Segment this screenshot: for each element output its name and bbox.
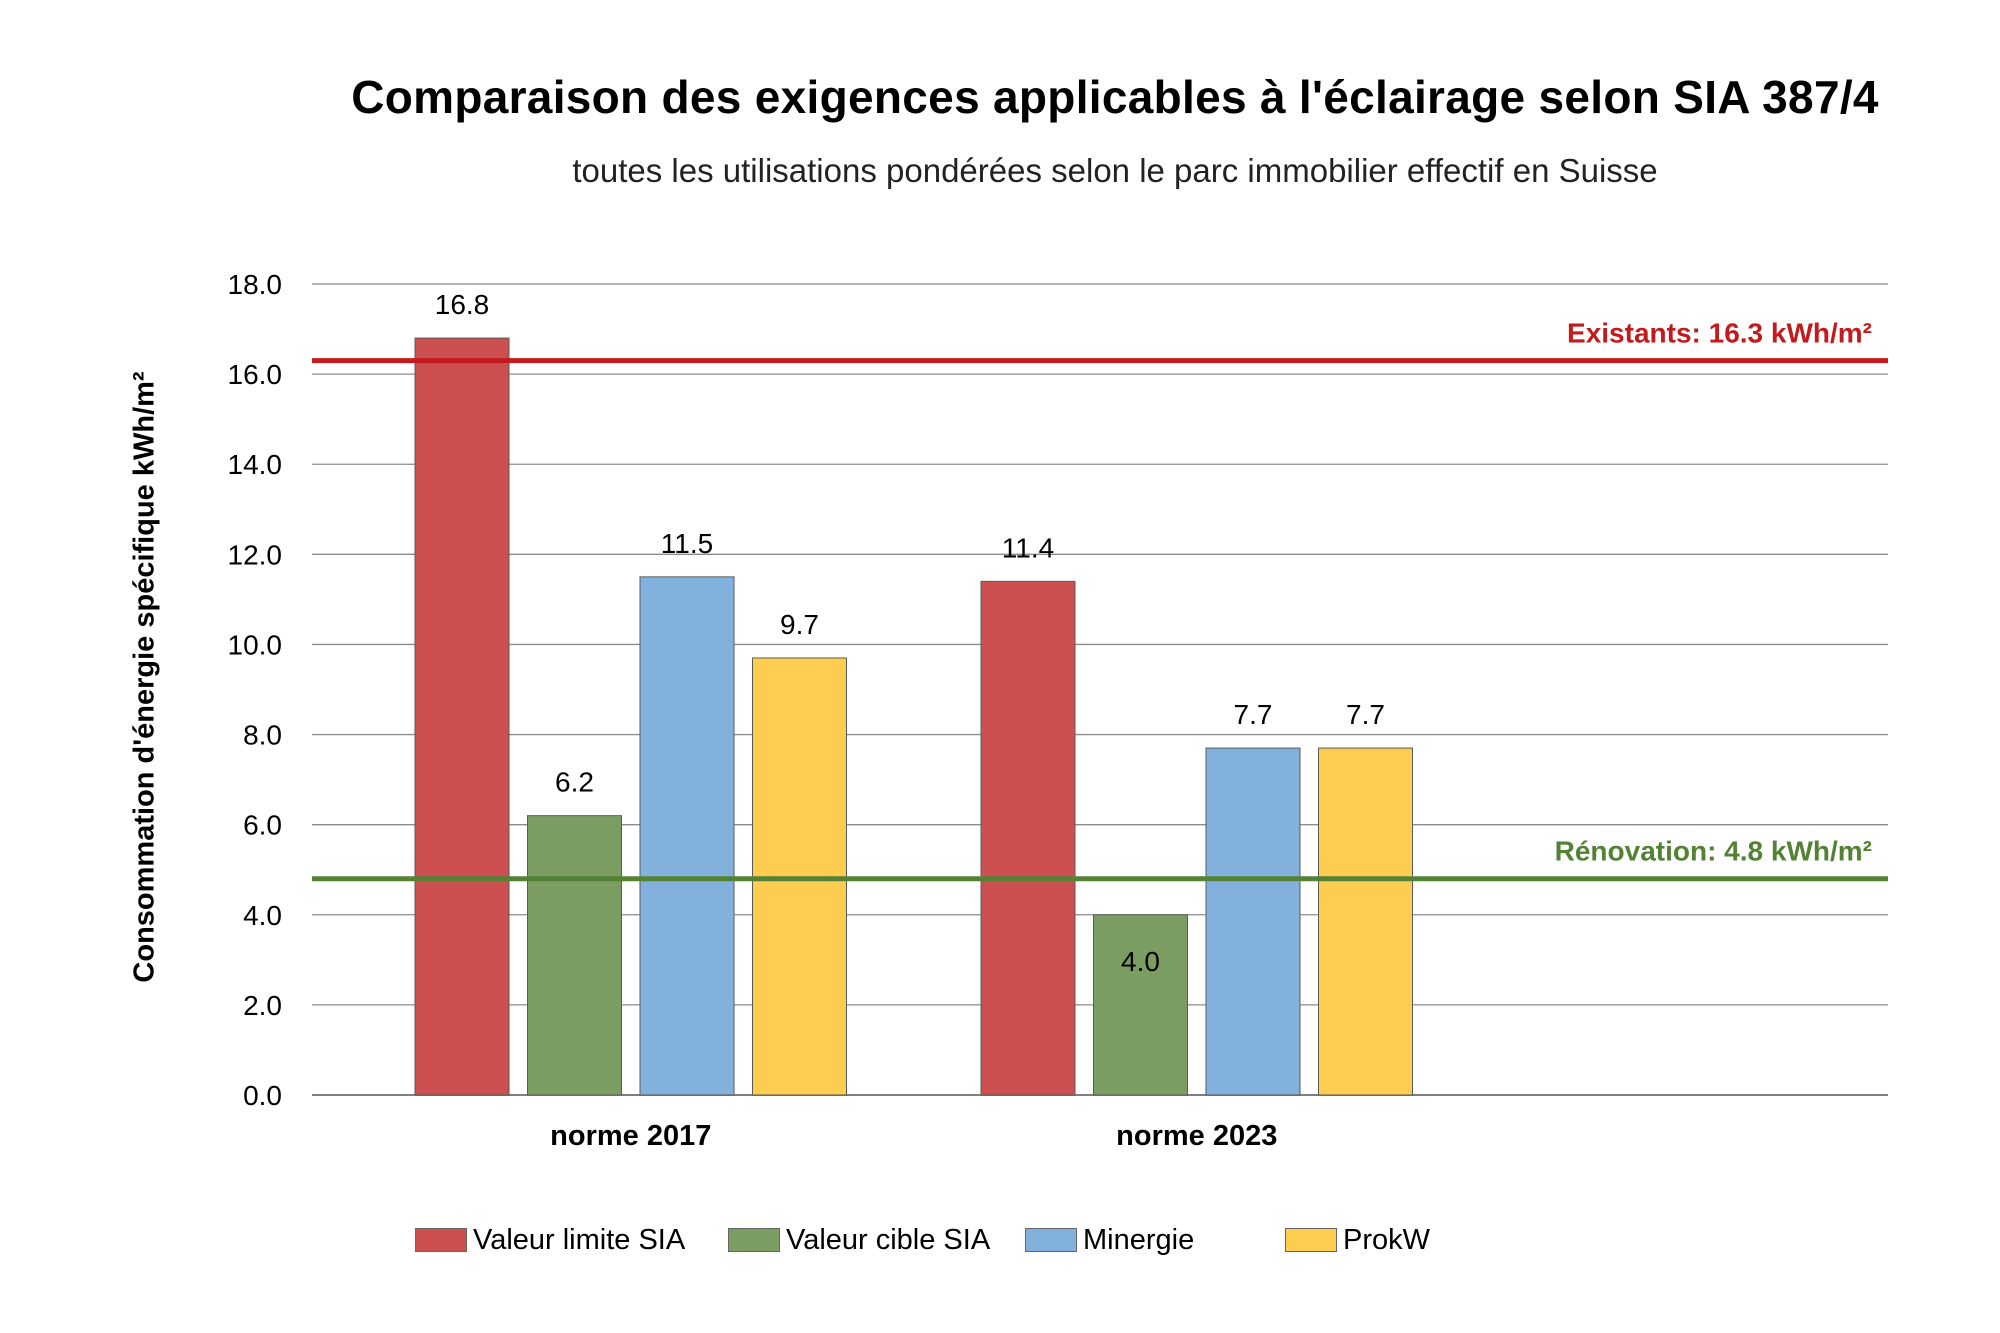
bar xyxy=(527,815,622,1096)
data-label: 11.5 xyxy=(661,528,713,559)
legend-item: Minergie xyxy=(1025,1222,1194,1258)
data-label: 7.7 xyxy=(1346,699,1385,730)
legend-swatch xyxy=(1025,1228,1077,1252)
legend-swatch xyxy=(415,1228,467,1252)
y-tick-label: 4.0 xyxy=(243,900,282,931)
legend-label: Valeur limite SIA xyxy=(473,1223,686,1256)
y-tick-label: 16.0 xyxy=(228,359,283,390)
reference-line-label: Existants: 16.3 kWh/m² xyxy=(1567,318,1872,349)
legend-label: Valeur cible SIA xyxy=(786,1223,991,1256)
legend: Valeur limite SIA Valeur cible SIA Minergi… xyxy=(415,1222,1615,1258)
data-label: 11.4 xyxy=(1002,532,1054,563)
legend-swatch xyxy=(1285,1228,1337,1252)
y-tick-label: 6.0 xyxy=(243,810,282,841)
bars xyxy=(414,337,1413,1096)
legend-item: Valeur cible SIA xyxy=(728,1222,990,1258)
data-label: 6.2 xyxy=(555,767,594,798)
data-label: 16.8 xyxy=(435,289,490,320)
y-tick-label: 8.0 xyxy=(243,720,282,751)
y-tick-label: 2.0 xyxy=(243,990,282,1021)
data-label: 4.0 xyxy=(1121,946,1160,977)
legend-swatch xyxy=(728,1228,780,1252)
labels: 0.0 2.0 4.0 6.0 8.0 10.0 12.0 14.0 16.0 18.0 16.8 1… xyxy=(228,269,1385,1152)
data-label: 9.7 xyxy=(780,609,819,640)
chart-subtitle: toutes les utilisations pondérées selon … xyxy=(572,152,1658,189)
category-label: norme 2023 xyxy=(1116,1120,1277,1152)
bar xyxy=(414,337,510,1096)
legend-item: ProkW xyxy=(1285,1222,1430,1258)
y-tick-label: 18.0 xyxy=(228,269,283,300)
y-tick-label: 10.0 xyxy=(228,629,283,660)
y-tick-label: 14.0 xyxy=(228,449,283,480)
data-label: 7.7 xyxy=(1234,699,1273,730)
legend-item: Valeur limite SIA xyxy=(415,1222,685,1258)
chart-title: Comparaison des exigences applicables à … xyxy=(351,71,1879,123)
reference-lines: Existants: 16.3 kWh/m² Rénovation: 4.8 kW… xyxy=(312,318,1888,882)
legend-label: ProkW xyxy=(1343,1223,1430,1256)
bar xyxy=(1093,914,1188,1096)
y-tick-label: 0.0 xyxy=(243,1080,282,1111)
bar xyxy=(980,580,1076,1096)
legend-label: Minergie xyxy=(1083,1223,1195,1256)
category-label: norme 2017 xyxy=(550,1120,711,1152)
y-tick-label: 12.0 xyxy=(228,539,283,570)
reference-line-label: Rénovation: 4.8 kWh/m² xyxy=(1555,836,1872,867)
bar xyxy=(1318,747,1413,1096)
bar xyxy=(639,576,735,1096)
bar xyxy=(1205,747,1301,1096)
